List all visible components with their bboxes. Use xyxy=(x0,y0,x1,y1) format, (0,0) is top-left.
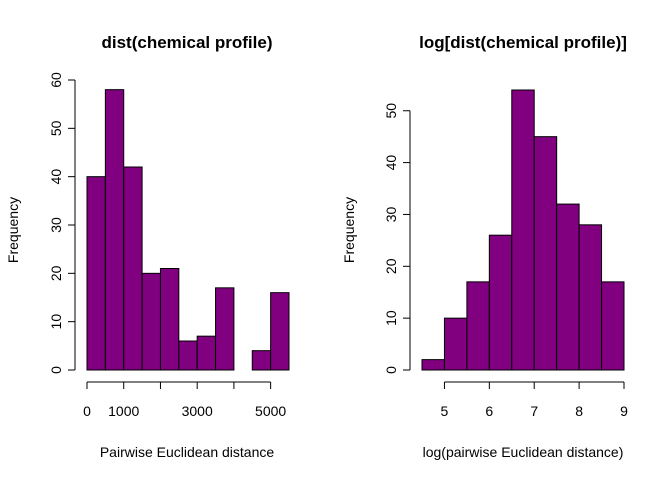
histogram-bar xyxy=(533,136,558,371)
y-tick-label: 10 xyxy=(48,314,64,330)
x-tick-label: 8 xyxy=(575,403,583,419)
bars xyxy=(86,89,290,371)
histogram-bar xyxy=(443,317,468,371)
chart-title: dist(chemical profile) xyxy=(102,33,273,52)
y-axis-label: Frequency xyxy=(5,197,21,263)
histogram-bar xyxy=(421,359,445,371)
histogram-bar xyxy=(601,281,625,371)
histogram-bar xyxy=(123,166,143,371)
x-tick-label: 3000 xyxy=(182,403,213,419)
x-tick-label: 5 xyxy=(441,403,449,419)
x-tick-label: 7 xyxy=(530,403,538,419)
histogram-bar xyxy=(251,350,272,371)
x-axis-label: Pairwise Euclidean distance xyxy=(100,444,275,460)
histogram-bar xyxy=(511,89,535,371)
y-axis-label: Frequency xyxy=(341,197,357,263)
histogram-bar xyxy=(178,340,198,371)
y-tick-label: 10 xyxy=(383,310,399,326)
histogram-bar xyxy=(578,224,603,371)
y-tick-label: 30 xyxy=(383,206,399,222)
x-tick-label: 5000 xyxy=(255,403,286,419)
histogram-bar xyxy=(488,234,513,371)
histogram-bar xyxy=(196,335,217,371)
histogram-bar xyxy=(86,176,106,371)
y-tick-label: 50 xyxy=(48,120,64,136)
y-tick-label: 30 xyxy=(48,217,64,233)
y-tick-label: 0 xyxy=(48,366,64,374)
histogram-panel-distance: dist(chemical profile) 0 10 20 30 40 50 60 0 10… xyxy=(5,33,290,460)
histogram-bar xyxy=(466,281,490,371)
x-axis-label: log(pairwise Euclidean distance) xyxy=(423,444,624,460)
x-tick-label: 1000 xyxy=(108,403,139,419)
histogram-panel-log-distance: log[dist(chemical profile)] 01020304050 … xyxy=(341,33,628,460)
y-axis: 0 10 20 30 40 50 xyxy=(383,103,411,374)
y-tick-label: 0 xyxy=(383,366,399,374)
y-tick-label: 20 xyxy=(48,265,64,281)
histogram-bar xyxy=(556,203,580,371)
x-axis: 5 6 7 8 9 xyxy=(441,381,628,419)
y-axis: 0 10 20 30 40 50 60 xyxy=(48,72,76,374)
histogram-bar xyxy=(270,292,290,371)
x-tick-label: 0 xyxy=(83,403,91,419)
y-tick-label: 40 xyxy=(48,169,64,185)
bars xyxy=(421,89,625,371)
y-tick-label: 40 xyxy=(383,155,399,171)
histogram-bar xyxy=(104,89,125,371)
y-tick-label: 50 xyxy=(383,103,399,119)
histogram-bar xyxy=(141,272,161,371)
x-tick-label: 6 xyxy=(485,403,493,419)
y-tick-label: 20 xyxy=(383,258,399,274)
histogram-bar xyxy=(215,287,235,371)
x-axis: 0 1000 3000 5000 xyxy=(83,381,286,419)
y-tick-label: 60 xyxy=(48,72,64,88)
histogram-bar xyxy=(159,268,180,371)
x-tick-label: 9 xyxy=(620,403,628,419)
chart-title: log[dist(chemical profile)] xyxy=(419,33,627,52)
